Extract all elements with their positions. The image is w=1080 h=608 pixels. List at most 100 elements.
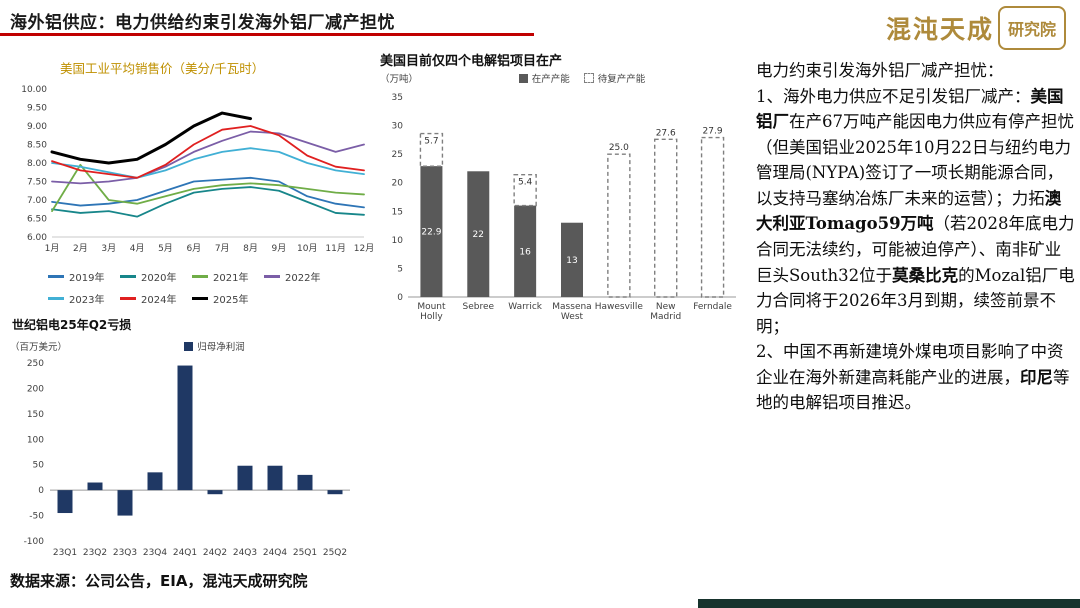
svg-text:12月: 12月 xyxy=(354,243,374,254)
legend-line-icon xyxy=(264,275,280,278)
legend-item: 2022年 xyxy=(264,269,336,284)
text-run: 电力约束引发海外铝厂减产担忧： 1、海外电力供应不足引发铝厂减产： xyxy=(756,61,1031,106)
legend-line-icon xyxy=(120,275,136,278)
svg-text:6.50: 6.50 xyxy=(27,215,47,225)
chart-title: 世纪铝电25年Q2亏损 xyxy=(12,318,132,332)
svg-text:23Q3: 23Q3 xyxy=(113,548,137,558)
logo-seal: 研究院 xyxy=(998,6,1066,50)
svg-text:8.50: 8.50 xyxy=(27,141,47,151)
svg-text:23Q2: 23Q2 xyxy=(83,548,107,558)
legend-line-icon xyxy=(120,297,136,300)
us-power-price-chart: 美国工业平均销售价（美分/千瓦时） 10.00 9.50 9.00 8.50 8.00 7… xyxy=(14,58,378,306)
svg-text:24Q1: 24Q1 xyxy=(173,548,197,558)
legend-item: 2025年 xyxy=(192,291,264,306)
legend-line-icon xyxy=(192,297,208,300)
text-run: 美国铝厂 xyxy=(756,86,1064,132)
svg-text:150: 150 xyxy=(27,410,44,420)
svg-text:16: 16 xyxy=(519,247,531,257)
svg-text:9月: 9月 xyxy=(272,243,287,254)
commentary-panel: 电力约束引发海外铝厂减产担忧： 1、海外电力供应不足引发铝厂减产：美国铝厂在产6… xyxy=(756,58,1076,416)
legend-item: 2019年 xyxy=(48,269,120,284)
svg-text:25.0: 25.0 xyxy=(609,143,629,153)
page-title: 海外铝供应：电力供给约束引发海外铝厂减产担忧 xyxy=(10,13,395,33)
svg-text:50: 50 xyxy=(33,461,45,471)
svg-text:-100: -100 xyxy=(24,537,45,547)
y-axis-label: （百万美元） xyxy=(10,342,68,353)
svg-text:6.00: 6.00 xyxy=(27,233,47,243)
svg-text:30: 30 xyxy=(392,122,404,132)
svg-text:Sebree: Sebree xyxy=(463,302,495,312)
century-aluminum-chart: 世纪铝电25年Q2亏损 （百万美元） 归母净利润 -100 -50 0 50 100 15… xyxy=(8,316,362,565)
legend-item-in-production: 在产产能 xyxy=(518,71,570,85)
svg-text:-50: -50 xyxy=(29,512,44,522)
svg-text:24Q3: 24Q3 xyxy=(233,548,257,558)
y-axis-label: （万吨） xyxy=(380,74,419,85)
title-underline xyxy=(0,33,534,36)
us-power-price-plot: 10.00 9.50 9.00 8.50 8.00 7.50 7.00 6.50 6.00 1月 2… xyxy=(14,81,378,263)
svg-text:100: 100 xyxy=(27,435,44,445)
svg-text:23Q1: 23Q1 xyxy=(53,548,77,558)
navy-square-icon xyxy=(184,341,194,351)
us-smelter-chart: 美国目前仅四个电解铝项目在产 （万吨） 在产产能 待复产产能 0 5 10 15 20 2… xyxy=(378,50,746,339)
svg-text:13: 13 xyxy=(566,256,577,266)
svg-text:25Q2: 25Q2 xyxy=(323,548,347,558)
svg-text:23Q4: 23Q4 xyxy=(143,548,168,558)
data-source-note: 数据来源：公司公告，EIA，混沌天成研究院 xyxy=(10,572,308,590)
svg-text:24Q4: 24Q4 xyxy=(263,548,288,558)
svg-text:9.00: 9.00 xyxy=(27,122,47,132)
svg-text:10.00: 10.00 xyxy=(21,85,47,95)
svg-text:10: 10 xyxy=(392,236,404,246)
legend-line-icon xyxy=(48,275,64,278)
svg-text:22: 22 xyxy=(473,230,484,240)
svg-text:Warrick: Warrick xyxy=(508,302,543,312)
svg-text:20: 20 xyxy=(392,179,404,189)
svg-text:0: 0 xyxy=(397,293,403,303)
svg-text:2月: 2月 xyxy=(73,243,88,254)
svg-text:5.7: 5.7 xyxy=(424,137,438,147)
svg-text:3月: 3月 xyxy=(101,243,116,254)
text-run: 的Mozal铝厂电力合同将于2026年3月到期，续签前景不明； 2、中国不再新建… xyxy=(756,265,1075,387)
svg-text:27.6: 27.6 xyxy=(656,128,676,138)
text-run: 在产67万吨产能因电力供应有停产担忧（但美国铝业2025年10月22日与纽约电力… xyxy=(756,112,1074,208)
text-run: 等地的电解铝项目推迟。 xyxy=(756,367,1070,413)
company-logo: 混沌天成 研究院 xyxy=(886,6,1066,50)
svg-text:Hawesville: Hawesville xyxy=(595,302,644,312)
us-smelter-plot: 0 5 10 15 20 25 30 35 22.9 5.7 Mount Holly 22 Sebree 1… xyxy=(378,85,746,339)
legend-item: 2023年 xyxy=(48,291,120,306)
svg-text:10月: 10月 xyxy=(297,243,317,254)
text-run: 澳大利亚Tomago59万吨 xyxy=(756,188,1062,234)
chart-header-row: （百万美元） 归母净利润 xyxy=(10,339,362,353)
legend-line-icon xyxy=(192,275,208,278)
svg-text:15: 15 xyxy=(392,207,403,217)
svg-text:25Q1: 25Q1 xyxy=(293,548,317,558)
svg-text:1月: 1月 xyxy=(45,243,60,254)
svg-text:8.00: 8.00 xyxy=(27,159,47,169)
svg-text:200: 200 xyxy=(27,384,44,394)
century-plot: -100 -50 0 50 100 150 200 250 23Q1 23Q2 23Q3 23Q4 24… xyxy=(8,353,362,565)
text-run: 印尼 xyxy=(1020,367,1053,387)
chart-title: 美国工业平均销售价（美分/千瓦时） xyxy=(60,61,265,76)
legend-item: 2021年 xyxy=(192,269,264,284)
svg-text:0: 0 xyxy=(38,486,44,496)
chart-header-row: （万吨） 在产产能 待复产产能 xyxy=(380,71,746,85)
svg-text:6月: 6月 xyxy=(186,243,201,254)
legend-item-awaiting-restart: 待复产产能 xyxy=(583,71,645,85)
legend-item: 2024年 xyxy=(120,291,192,306)
text-run: 莫桑比克 xyxy=(892,265,959,285)
svg-text:24Q2: 24Q2 xyxy=(203,548,227,558)
svg-text:Ferndale: Ferndale xyxy=(693,302,732,312)
legend-item: 2020年 xyxy=(120,269,192,284)
dashed-square-icon xyxy=(583,73,594,83)
svg-text:5.4: 5.4 xyxy=(518,178,533,188)
svg-text:7.00: 7.00 xyxy=(27,196,47,206)
svg-text:4月: 4月 xyxy=(130,243,145,254)
svg-text:5月: 5月 xyxy=(158,243,173,254)
svg-text:27.9: 27.9 xyxy=(703,127,723,137)
chart-title: 美国目前仅四个电解铝项目在产 xyxy=(380,54,563,69)
svg-text:35: 35 xyxy=(392,93,403,103)
svg-text:25: 25 xyxy=(392,150,403,160)
